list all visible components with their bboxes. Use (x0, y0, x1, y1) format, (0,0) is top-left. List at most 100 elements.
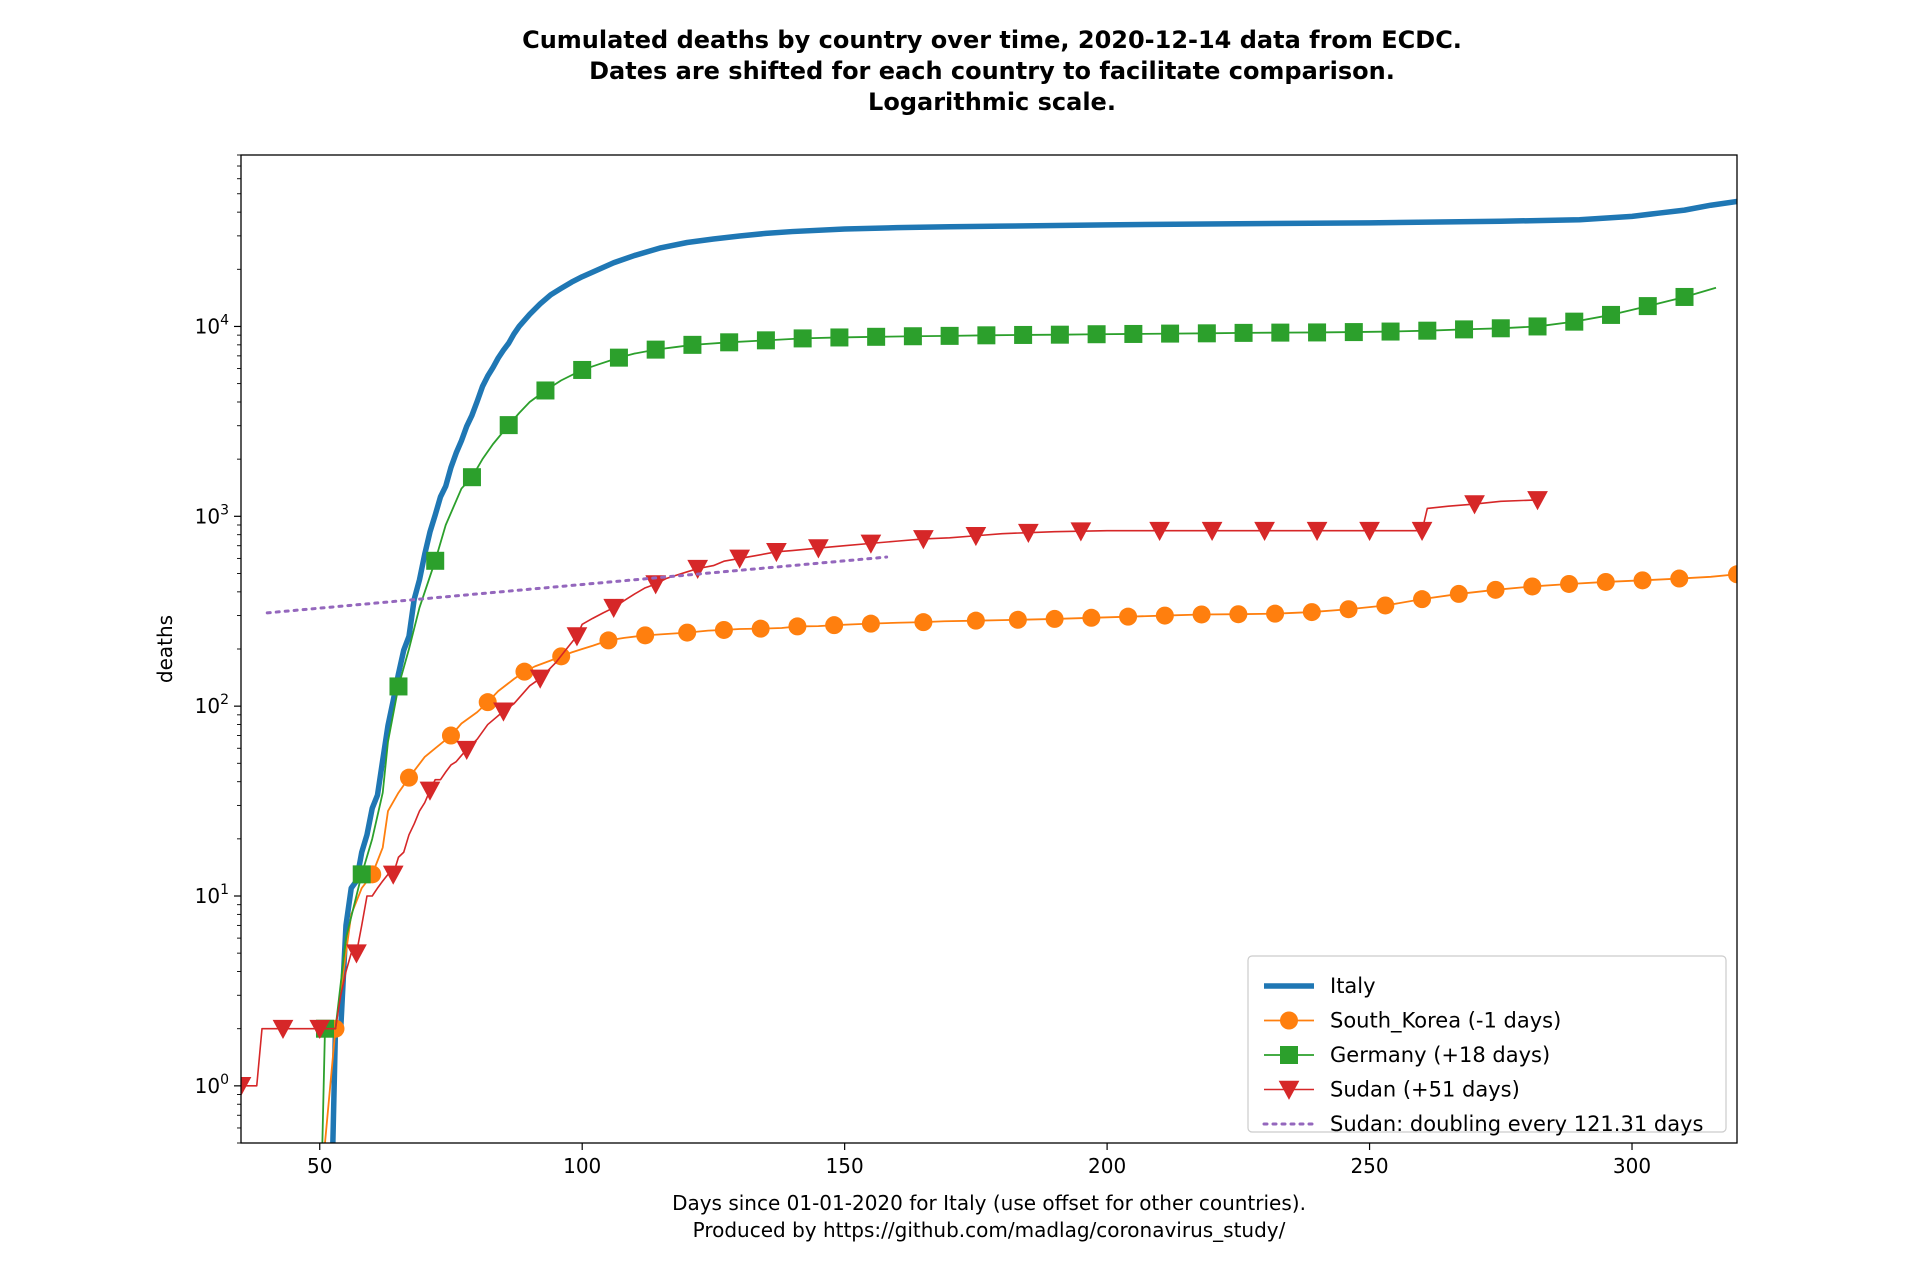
data-point (573, 360, 592, 379)
x-axis-label-line-2: Produced by https://github.com/madlag/co… (693, 1218, 1286, 1242)
data-point (1411, 521, 1433, 542)
series-germany-18-days (315, 286, 1717, 1143)
data-point (714, 620, 733, 639)
data-point (456, 740, 478, 761)
data-point (515, 662, 534, 681)
data-point (1596, 572, 1615, 591)
y-tick-base: 10 (195, 694, 220, 718)
data-point (1087, 325, 1106, 344)
data-point (1271, 323, 1290, 342)
data-point (1339, 600, 1358, 619)
data-point (1464, 495, 1485, 515)
data-point (913, 530, 934, 550)
data-point (729, 549, 751, 569)
data-point (1418, 321, 1437, 340)
data-point (389, 677, 408, 696)
data-point (683, 335, 702, 354)
data-point (1192, 605, 1211, 624)
x-tick-label: 250 (1350, 1154, 1388, 1178)
title-line-3: Logarithmic scale. (868, 88, 1116, 116)
series-line (330, 198, 1737, 1143)
data-point (1155, 606, 1174, 625)
legend-entry-sudan-doubling-every-121-31-days: Sudan: doubling every 121.31 days (1262, 1112, 1703, 1136)
data-point (346, 944, 367, 964)
y-tick-exponent: 0 (220, 1072, 229, 1088)
series-layer (241, 198, 1737, 1143)
data-point (1638, 297, 1657, 316)
data-point (1528, 317, 1547, 336)
data-point (1070, 522, 1092, 542)
legend-marker (1280, 1046, 1298, 1064)
data-point (1381, 322, 1400, 341)
data-point (1413, 590, 1432, 609)
legend-label: Sudan: doubling every 121.31 days (1330, 1112, 1703, 1136)
legend-entries: Italy South_Korea (-1 days) Germany (+18 d… (1262, 974, 1703, 1136)
legend-label: Germany (+18 days) (1330, 1043, 1550, 1067)
data-point (1359, 521, 1380, 542)
y-tick-exponent: 4 (220, 312, 229, 328)
data-point (1082, 608, 1101, 627)
data-point (793, 329, 812, 348)
data-point (825, 616, 844, 635)
data-point (478, 693, 497, 712)
x-tick-label: 300 (1613, 1154, 1651, 1178)
data-point (529, 669, 551, 689)
data-point (1728, 565, 1737, 584)
y-tick-label: 104 (195, 312, 229, 338)
x-axis: 50 100 150 200 250 300 (307, 1143, 1651, 1178)
data-point (914, 613, 933, 632)
y-tick-base: 10 (195, 504, 220, 528)
legend-entry-italy: Italy (1264, 974, 1376, 998)
chart-title: Cumulated deaths by country over time, 2… (522, 26, 1462, 116)
data-point (419, 781, 441, 801)
data-point (1124, 324, 1143, 343)
data-point (566, 627, 588, 647)
data-point (462, 468, 481, 487)
data-point (272, 1019, 294, 1040)
y-tick-exponent: 2 (220, 692, 229, 708)
y-tick-base: 10 (195, 1074, 220, 1098)
data-point (1014, 325, 1033, 344)
data-point (1197, 324, 1216, 343)
y-tick-exponent: 1 (220, 882, 229, 898)
y-tick-label: 102 (195, 692, 229, 718)
data-point (1449, 584, 1468, 603)
data-point (751, 619, 770, 638)
data-point (860, 534, 882, 554)
data-point (1018, 523, 1039, 544)
legend-box (1247, 955, 1727, 1133)
series-sudan-51-days (241, 491, 1548, 1097)
data-point (1149, 521, 1170, 542)
data-point (309, 1019, 331, 1040)
data-point (687, 559, 709, 579)
data-point (1670, 569, 1689, 588)
data-point (1675, 287, 1694, 306)
data-point (965, 526, 987, 547)
data-point (1161, 324, 1180, 343)
data-point (352, 865, 371, 884)
data-point (1523, 577, 1542, 596)
y-tick-label: 103 (195, 502, 229, 528)
data-point (493, 702, 514, 722)
data-point (1565, 312, 1584, 331)
y-tick-label: 101 (195, 882, 229, 908)
data-point (903, 327, 922, 346)
y-tick-base: 10 (195, 314, 220, 338)
series-italy (330, 198, 1737, 1143)
data-point (867, 327, 886, 346)
data-point (241, 1077, 252, 1097)
data-point (720, 333, 739, 352)
data-point (1376, 596, 1395, 615)
data-point (1306, 521, 1328, 542)
data-point (1050, 325, 1069, 344)
data-point (1234, 323, 1253, 342)
data-point (830, 328, 849, 347)
legend: Italy South_Korea (-1 days) Germany (+18 d… (1247, 955, 1727, 1136)
legend-label: Italy (1330, 974, 1376, 998)
legend-marker (1278, 1080, 1300, 1100)
data-point (1119, 607, 1138, 626)
legend-label: South_Korea (-1 days) (1330, 1009, 1561, 1034)
data-point (1254, 521, 1275, 542)
